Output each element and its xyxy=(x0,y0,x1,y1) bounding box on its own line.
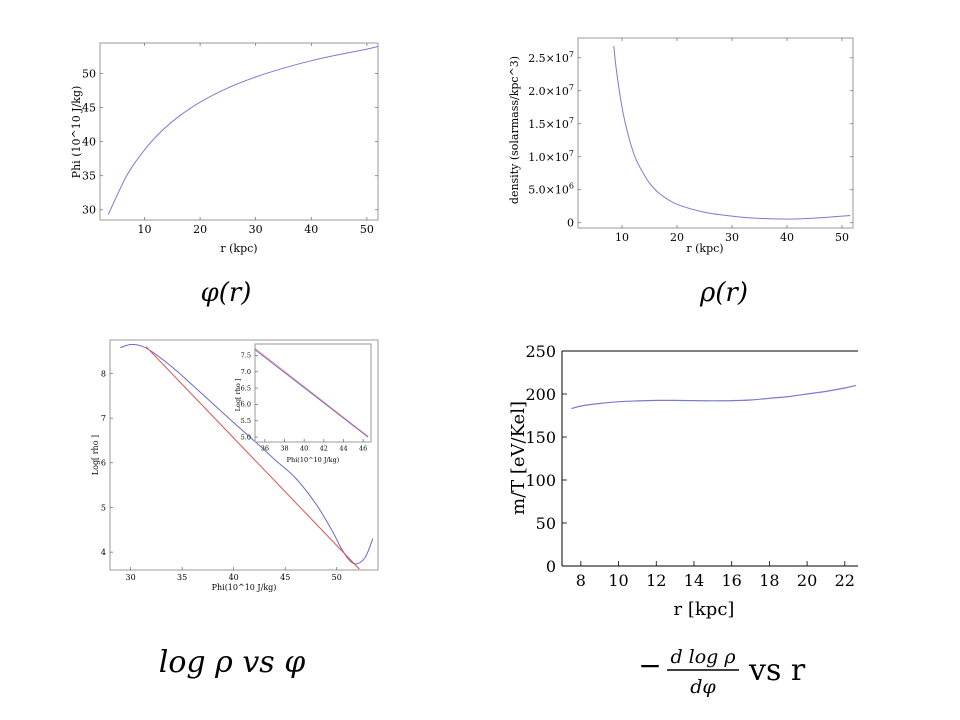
chart-logrho-inset: 36 38 40 42 44 46 5.0 5.5 6.0 6.5 7.0 7.5 Phi(10^1… xyxy=(234,343,372,464)
x-tick-label: 40 xyxy=(304,223,318,236)
x-tick-label: 20 xyxy=(193,223,207,236)
x-tick-label: 14 xyxy=(684,571,704,590)
y-tick-label: 50 xyxy=(82,67,96,80)
y-tick-label: 8 xyxy=(101,369,106,378)
chart-rho-y-label: density (solarmass/kpc^3) xyxy=(508,56,521,204)
chart-phi-x-label: r (kpc) xyxy=(220,242,257,255)
chart-rho: 10 20 30 40 50 0 5.0×106 1.0×107 1.5×107 2.0×107… xyxy=(508,37,854,308)
y-tick-label: 5.0×106 xyxy=(528,182,574,197)
chart-rho-x-ticks: 10 20 30 40 50 xyxy=(615,38,849,244)
chart-logrho-inset-x-ticks: 36 38 40 42 44 46 xyxy=(261,439,367,453)
chart-logrho-y-label: Log[ rho ] xyxy=(91,435,100,475)
x-tick-label: 30 xyxy=(725,231,739,244)
x-tick-label: 16 xyxy=(722,571,742,590)
chart-mT-caption-denominator: dφ xyxy=(690,676,716,698)
chart-logrho-x-ticks: 30 35 40 45 50 xyxy=(126,567,342,582)
y-tick-label: 6 xyxy=(101,459,106,468)
x-tick-label: 40 xyxy=(229,573,239,582)
y-tick-label: 40 xyxy=(82,136,96,149)
x-tick-label: 36 xyxy=(261,445,269,453)
x-tick-label: 38 xyxy=(280,445,288,453)
chart-mT-caption-tail: vs r xyxy=(748,653,806,688)
chart-logrho-fit-line xyxy=(145,346,360,570)
chart-mT-caption-minus: − xyxy=(638,649,661,682)
x-tick-label: 30 xyxy=(126,573,136,582)
chart-logrho-x-label: Phi(10^10 J/kg) xyxy=(212,583,277,592)
chart-logrho-inset-y-ticks: 5.0 5.5 6.0 6.5 7.0 7.5 xyxy=(241,352,258,441)
x-tick-label: 10 xyxy=(615,231,629,244)
x-tick-label: 46 xyxy=(359,445,367,453)
chart-rho-series-line xyxy=(613,45,851,220)
y-tick-label: 7 xyxy=(101,414,106,423)
y-tick-label: 100 xyxy=(525,471,556,490)
y-tick-label: 150 xyxy=(525,428,556,447)
x-tick-label: 35 xyxy=(177,573,187,582)
chart-logrho-inset-fit-line xyxy=(254,347,369,437)
x-tick-label: 44 xyxy=(339,445,347,453)
y-tick-label: 0 xyxy=(546,557,556,576)
y-tick-label: 35 xyxy=(82,170,96,183)
chart-rho-y-ticks: 0 5.0×106 1.0×107 1.5×107 2.0×107 2.5×107 xyxy=(528,50,853,230)
chart-mT-x-label: r [kpc] xyxy=(674,599,735,620)
chart-mT-x-ticks: 8 10 12 14 16 18 20 22 xyxy=(576,561,855,590)
x-tick-label: 22 xyxy=(835,571,855,590)
y-tick-label: 2.5×107 xyxy=(528,50,574,65)
x-tick-label: 8 xyxy=(576,571,586,590)
y-tick-label: 2.0×107 xyxy=(528,83,574,98)
x-tick-label: 45 xyxy=(280,573,290,582)
y-tick-label: 6.0 xyxy=(241,401,251,409)
x-tick-label: 12 xyxy=(646,571,666,590)
chart-phi-caption: φ(r) xyxy=(201,278,252,308)
chart-phi-x-ticks: 10 20 30 40 50 xyxy=(137,43,374,236)
x-tick-label: 10 xyxy=(137,223,151,236)
chart-logrho-y-ticks: 4 5 6 7 8 xyxy=(101,369,113,557)
x-tick-label: 30 xyxy=(249,223,263,236)
y-tick-label: 45 xyxy=(82,102,96,115)
chart-phi: 10 20 30 40 50 30 35 40 45 50 r (kpc) Phi (10^10… xyxy=(70,42,379,308)
chart-phi-series-line xyxy=(107,45,379,215)
y-tick-label: 50 xyxy=(536,514,556,533)
x-tick-label: 10 xyxy=(608,571,628,590)
x-tick-label: 40 xyxy=(780,231,794,244)
x-tick-label: 42 xyxy=(320,445,328,453)
x-tick-label: 50 xyxy=(835,231,849,244)
y-tick-label: 7.5 xyxy=(241,352,251,360)
x-tick-label: 20 xyxy=(670,231,684,244)
y-tick-label: 7.0 xyxy=(241,368,251,376)
y-tick-label: 0 xyxy=(567,217,574,230)
x-tick-label: 40 xyxy=(300,445,308,453)
chart-phi-y-label: Phi (10^10 J/kg) xyxy=(70,86,83,179)
y-tick-label: 5.5 xyxy=(241,417,251,425)
x-tick-label: 20 xyxy=(797,571,817,590)
x-tick-label: 18 xyxy=(759,571,779,590)
chart-rho-frame xyxy=(577,37,854,229)
y-tick-label: 30 xyxy=(82,204,96,217)
chart-rho-x-label: r (kpc) xyxy=(686,242,723,255)
chart-mT-series-line xyxy=(571,384,857,410)
y-tick-label: 5 xyxy=(101,503,106,512)
y-tick-label: 6.5 xyxy=(241,384,251,392)
x-tick-label: 50 xyxy=(360,223,374,236)
chart-mT-caption-numerator: d log ρ xyxy=(670,646,736,668)
chart-mT-caption: − d log ρ dφ vs r xyxy=(638,646,806,698)
y-tick-label: 250 xyxy=(525,342,556,361)
chart-phi-y-ticks: 30 35 40 45 50 xyxy=(82,67,378,217)
y-tick-label: 1.5×107 xyxy=(528,116,574,131)
chart-logrho-caption: log ρ vs φ xyxy=(159,645,305,680)
y-tick-label: 1.0×107 xyxy=(528,149,574,164)
y-tick-label: 4 xyxy=(101,548,106,557)
chart-phi-frame xyxy=(99,42,379,221)
chart-rho-caption: ρ(r) xyxy=(699,278,748,308)
chart-logrho-inset-y-label: Log[ rho ] xyxy=(234,379,242,412)
x-tick-label: 50 xyxy=(332,573,342,582)
chart-mT-y-label: m/T [eV/Kel] xyxy=(508,401,529,515)
chart-mT-y-ticks: 0 50 100 150 200 250 xyxy=(525,342,567,576)
y-tick-label: 5.0 xyxy=(241,433,251,441)
y-tick-label: 200 xyxy=(525,385,556,404)
chart-logrho-inset-series-line xyxy=(254,349,369,438)
chart-logrho-inset-x-label: Phi(10^10 J/kg) xyxy=(287,456,340,464)
